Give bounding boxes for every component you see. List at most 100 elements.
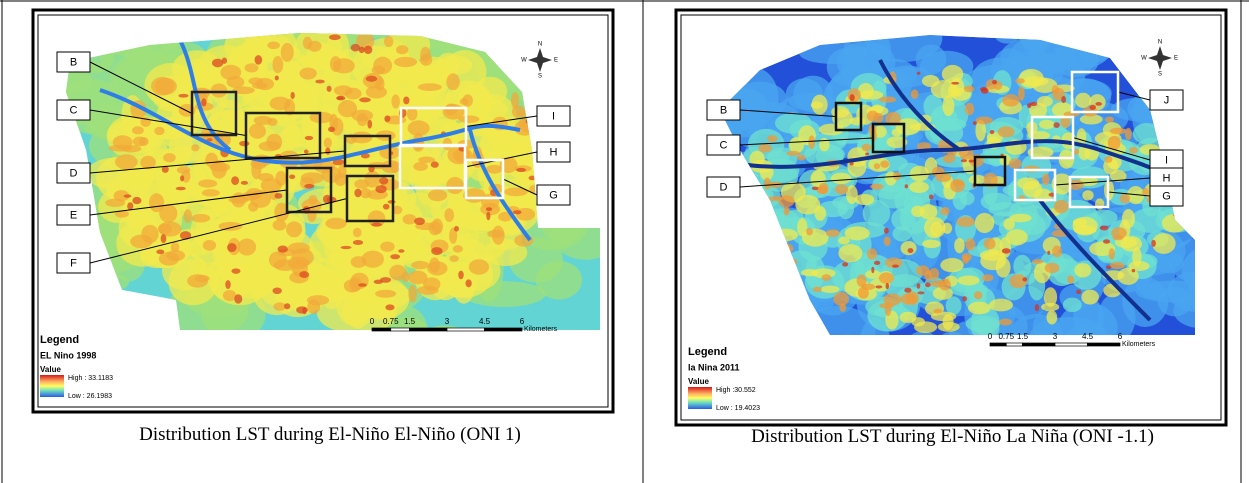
scale-label: 3 — [1053, 332, 1058, 341]
heat-patch — [253, 116, 272, 125]
scale-label: 0.75 — [383, 317, 399, 326]
heat-patch — [1030, 102, 1037, 106]
heat-patch — [1109, 248, 1115, 260]
heat-patch — [905, 184, 908, 188]
heat-patch — [786, 151, 800, 156]
heat-patch — [255, 55, 263, 65]
legend-field: Value — [40, 365, 61, 374]
heat-patch — [909, 181, 929, 193]
heat-patch — [408, 285, 417, 302]
heat-patch — [239, 141, 249, 146]
heat-patch — [362, 251, 384, 268]
heat-patch — [227, 76, 245, 88]
heat-patch — [171, 242, 180, 252]
heat-patch — [338, 100, 357, 117]
heat-patch — [961, 159, 967, 162]
heat-patch — [302, 307, 306, 314]
heat-patch — [275, 193, 283, 199]
heat-patch — [1002, 248, 1011, 253]
legend-title: Legend — [40, 334, 79, 346]
legend-low: Low : 19.4023 — [716, 405, 760, 412]
heat-patch — [270, 97, 291, 111]
heat-patch — [874, 261, 880, 265]
heat-patch — [906, 291, 919, 305]
heat-patch — [304, 150, 309, 154]
heat-patch — [187, 274, 208, 287]
heat-patch — [1041, 303, 1059, 312]
legend-high: High : 33.1183 — [68, 375, 113, 382]
heat-patch — [1112, 235, 1123, 240]
heat-patch — [859, 90, 883, 99]
heat-patch — [238, 239, 257, 256]
heat-patch — [359, 97, 371, 102]
area-label: G — [1162, 190, 1171, 202]
heat-patch — [249, 124, 266, 139]
heat-patch — [867, 248, 877, 259]
heat-patch — [998, 126, 1015, 137]
heat-patch — [331, 118, 343, 136]
scale-label: 0.75 — [998, 332, 1014, 341]
heat-patch — [388, 200, 396, 204]
area-label: H — [550, 146, 558, 158]
heat-patch — [299, 271, 309, 278]
heat-patch — [1082, 190, 1093, 200]
heat-patch — [211, 83, 228, 97]
heat-patch — [403, 214, 417, 224]
heat-patch — [391, 94, 400, 108]
heat-patch — [353, 240, 363, 245]
heat-patch — [1018, 87, 1025, 101]
heat-patch — [879, 96, 896, 102]
area-label: C — [70, 104, 78, 116]
heat-patch — [341, 246, 352, 249]
heat-patch — [227, 243, 237, 252]
heat-patch — [982, 274, 993, 281]
heat-patch — [231, 176, 239, 185]
heat-patch — [366, 76, 377, 82]
heat-patch — [969, 175, 986, 185]
heat-patch — [848, 88, 861, 102]
heat-patch — [1047, 310, 1058, 324]
heat-patch — [917, 283, 921, 289]
heat-patch — [278, 150, 299, 168]
heat-patch — [1076, 290, 1081, 294]
heat-patch — [469, 259, 489, 275]
heat-patch — [373, 57, 392, 75]
heat-patch — [154, 127, 164, 135]
heat-patch — [811, 101, 823, 108]
caption: Distribution LST during El-Niño El-Niño … — [20, 424, 640, 446]
heat-patch — [487, 230, 504, 238]
heat-patch — [838, 237, 849, 245]
heat-patch — [516, 168, 526, 172]
heat-patch — [156, 249, 164, 254]
heat-patch — [428, 221, 441, 235]
heat-patch — [1073, 225, 1096, 234]
heat-patch — [1053, 122, 1059, 128]
heat-patch — [884, 236, 891, 246]
heat-patch — [329, 34, 341, 40]
map-panel: BCDJIHGNSEW00.751.534.56KilometersLegend… — [630, 4, 1249, 425]
heat-patch — [1035, 304, 1039, 311]
heat-patch — [838, 244, 862, 262]
heat-patch — [886, 283, 889, 290]
area-label: J — [1164, 94, 1170, 106]
heat-patch — [861, 284, 875, 290]
heat-patch — [892, 264, 899, 267]
heat-patch — [366, 86, 387, 99]
scale-segment — [447, 328, 485, 331]
heat-patch — [1121, 236, 1142, 251]
heat-patch — [161, 234, 167, 243]
heat-patch — [244, 63, 258, 72]
heat-patch — [334, 85, 353, 95]
heat-patch — [1022, 277, 1027, 281]
legend-low: Low : 26.1983 — [68, 393, 112, 400]
heat-patch — [403, 97, 409, 105]
heat-patch — [922, 240, 940, 249]
scale-segment — [410, 328, 448, 331]
legend-layer: la Nina 2011 — [688, 362, 740, 372]
heat-patch — [431, 161, 439, 167]
heat-patch — [234, 294, 242, 303]
heat-patch — [992, 80, 997, 84]
heat-patch — [511, 92, 519, 109]
heat-patch — [940, 258, 963, 272]
heat-patch — [1120, 194, 1130, 204]
